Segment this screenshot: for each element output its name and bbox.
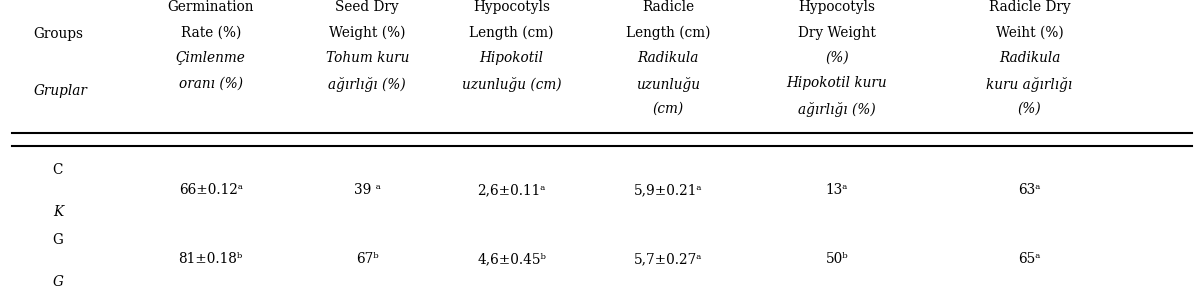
Text: Length (cm): Length (cm): [626, 26, 710, 40]
Text: G: G: [52, 232, 64, 247]
Text: Length (cm): Length (cm): [470, 26, 554, 40]
Text: 81±0.18ᵇ: 81±0.18ᵇ: [178, 252, 243, 266]
Text: 39 ᵃ: 39 ᵃ: [354, 183, 380, 197]
Text: G: G: [52, 274, 64, 289]
Text: kuru ağırlığı: kuru ağırlığı: [986, 76, 1073, 92]
Text: 2,6±0.11ᵃ: 2,6±0.11ᵃ: [478, 183, 545, 197]
Text: Dry Weight: Dry Weight: [798, 26, 875, 40]
Text: 67ᵇ: 67ᵇ: [356, 252, 378, 266]
Text: uzunluğu (cm): uzunluğu (cm): [462, 76, 561, 92]
Text: Seed Dry: Seed Dry: [336, 0, 399, 14]
Text: oranı (%): oranı (%): [178, 76, 243, 91]
Text: Weiht (%): Weiht (%): [996, 26, 1063, 40]
Text: Hypocotyls: Hypocotyls: [798, 0, 875, 14]
Text: ağırlığı (%): ağırlığı (%): [798, 102, 875, 117]
Text: Weight (%): Weight (%): [329, 26, 406, 40]
Text: C: C: [53, 164, 63, 178]
Text: Radikula: Radikula: [638, 51, 698, 65]
Text: Hipokotil kuru: Hipokotil kuru: [786, 76, 887, 91]
Text: 65ᵃ: 65ᵃ: [1019, 252, 1040, 266]
Text: Radicle Dry: Radicle Dry: [988, 0, 1070, 14]
Text: 13ᵃ: 13ᵃ: [826, 183, 848, 197]
Text: (%): (%): [1017, 102, 1041, 116]
Text: 5,7±0.27ᵃ: 5,7±0.27ᵃ: [635, 252, 702, 266]
Text: Germination: Germination: [167, 0, 254, 14]
Text: Groups: Groups: [34, 27, 84, 41]
Text: 66±0.12ᵃ: 66±0.12ᵃ: [178, 183, 243, 197]
Text: Tohum kuru: Tohum kuru: [325, 51, 409, 65]
Text: Radikula: Radikula: [999, 51, 1060, 65]
Text: Radicle: Radicle: [642, 0, 695, 14]
Text: 4,6±0.45ᵇ: 4,6±0.45ᵇ: [477, 252, 547, 266]
Text: ağırlığı (%): ağırlığı (%): [329, 76, 406, 92]
Text: 50ᵇ: 50ᵇ: [826, 252, 848, 266]
Text: Rate (%): Rate (%): [181, 26, 241, 40]
Text: uzunluğu: uzunluğu: [636, 76, 701, 92]
Text: Çimlenme: Çimlenme: [176, 51, 246, 65]
Text: Hipokotil: Hipokotil: [479, 51, 544, 65]
Text: Hypocotyls: Hypocotyls: [473, 0, 550, 14]
Text: Gruplar: Gruplar: [34, 84, 88, 98]
Text: 63ᵃ: 63ᵃ: [1019, 183, 1040, 197]
Text: (%): (%): [825, 51, 849, 65]
Text: 5,9±0.21ᵃ: 5,9±0.21ᵃ: [635, 183, 702, 197]
Text: (cm): (cm): [653, 102, 684, 116]
Text: K: K: [53, 206, 63, 220]
